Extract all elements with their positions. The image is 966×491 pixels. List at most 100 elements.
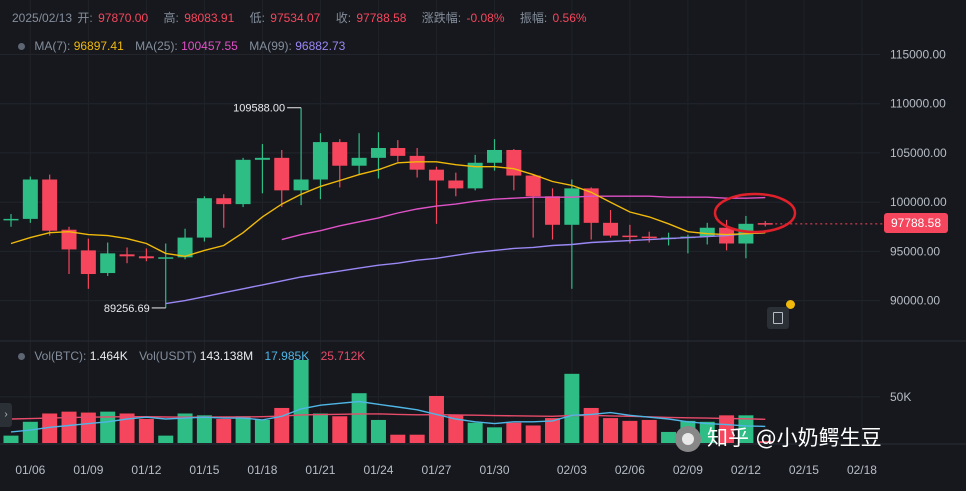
candle-body <box>583 188 599 223</box>
volume-bar <box>467 422 483 443</box>
volume-bar <box>448 415 464 443</box>
volume-bar <box>757 441 773 443</box>
eye-icon[interactable] <box>18 353 25 361</box>
ma99-line <box>165 232 766 305</box>
volume-bar <box>487 427 502 443</box>
price-axis: 90000.00 95000.00 100000.00 105000.00 110000… <box>890 47 947 307</box>
y-tick-label: 105000.00 <box>890 146 947 160</box>
volume-bar <box>216 419 232 443</box>
x-tick-label: 01/09 <box>73 463 103 477</box>
volume-bar <box>583 407 599 443</box>
volume-bar <box>622 420 638 443</box>
volume-axis: 50K <box>890 390 911 404</box>
candle-body <box>487 149 502 163</box>
candle-body <box>525 175 541 197</box>
volume-bar <box>254 419 270 443</box>
candle-body <box>177 237 193 258</box>
volume-ma-lines <box>10 400 766 433</box>
volume-bar <box>158 435 174 443</box>
max-annotation-label: 109588.00 <box>233 103 285 115</box>
volume-bar <box>119 413 135 443</box>
candle-body <box>235 159 251 205</box>
candle-body <box>448 180 464 189</box>
x-tick-label: 02/03 <box>557 463 587 477</box>
volume-legend: Vol(BTC): 1.464K Vol(USDT) 143.138M 17.9… <box>18 349 365 363</box>
volume-bar <box>428 395 444 443</box>
candle-body <box>564 188 580 225</box>
candle-body <box>506 149 522 176</box>
candle-body <box>138 256 154 259</box>
watermark-text: 知乎 @小奶鳄生豆 <box>707 426 882 450</box>
candles <box>3 107 773 308</box>
x-tick-label: 02/06 <box>615 463 645 477</box>
candle-body <box>158 257 174 259</box>
vol-ma-short-value: 17.985K <box>264 349 310 363</box>
candle-date: 2025/02/13 <box>12 11 73 25</box>
candle-body <box>196 198 212 238</box>
candle-body <box>254 157 270 160</box>
ma7-label: MA(7): <box>34 39 71 53</box>
volume-bar <box>332 416 348 443</box>
ma99-value: 96882.73 <box>295 39 346 53</box>
candle-body <box>332 142 348 166</box>
volume-bar <box>235 416 251 443</box>
x-tick-label: 01/27 <box>421 463 451 477</box>
highlight-circle <box>713 192 797 234</box>
ohlc-header: 2025/02/13 开: 97870.00 高: 98083.91 低: 97… <box>12 9 589 26</box>
price-annotations: 109588.00 89256.69 <box>104 103 884 315</box>
candle-body <box>61 229 77 250</box>
close-value: 97788.58 <box>356 11 407 25</box>
candle-body <box>312 142 328 180</box>
eye-icon[interactable] <box>18 43 25 51</box>
amplitude-value: 0.56% <box>552 11 587 25</box>
candle-body <box>409 155 425 170</box>
vol-btc-value: 1.464K <box>89 349 128 363</box>
change-value: -0.08% <box>466 11 505 25</box>
ma-legend: MA(7): 96897.41 MA(25): 100457.55 MA(99)… <box>18 39 345 53</box>
candle-body <box>699 227 715 237</box>
ma25-value: 100457.55 <box>181 39 238 53</box>
candle-body <box>603 222 619 236</box>
volume-bar <box>22 421 38 443</box>
x-tick-label: 01/24 <box>363 463 393 477</box>
volume-bar <box>390 434 406 443</box>
y-tick-label: 110000.00 <box>890 97 946 111</box>
highlight-circle-shape <box>713 192 797 234</box>
grid <box>0 0 966 445</box>
close-label: 收: <box>335 11 352 25</box>
candle-body <box>467 162 483 189</box>
volume-bar <box>42 413 58 443</box>
low-label: 低: <box>249 11 265 25</box>
ma-lines <box>10 161 766 305</box>
x-tick-label: 01/15 <box>189 463 219 477</box>
watermark: 知乎 @小奶鳄生豆 <box>675 422 882 452</box>
candle-body <box>42 179 58 231</box>
y-tick-label: 95000.00 <box>890 244 940 258</box>
volume-bar <box>312 413 328 443</box>
candle-body <box>641 236 657 239</box>
volume-bar <box>80 412 96 443</box>
x-tick-label: 01/06 <box>15 463 45 477</box>
volume-bar <box>603 418 619 443</box>
scroll-left-icon[interactable]: › <box>0 403 12 427</box>
volume-bar <box>699 421 715 443</box>
candle-body <box>3 218 19 221</box>
candle-body <box>390 148 406 156</box>
candle-body <box>216 198 232 205</box>
volume-bar <box>506 422 522 443</box>
volume-bar <box>525 425 541 443</box>
x-tick-label: 02/18 <box>847 463 877 477</box>
x-tick-label: 02/09 <box>673 463 703 477</box>
x-axis: 01/06 01/09 01/12 01/15 01/18 01/21 01/24 01/27… <box>15 463 877 477</box>
candle-body <box>622 235 638 238</box>
vol-usdt-value: 143.138M <box>199 349 254 363</box>
candle-body <box>428 169 444 181</box>
current-price-tag: 97788.58 <box>884 213 948 233</box>
change-label: 涨跌幅: <box>421 11 462 25</box>
volume-bar <box>3 435 19 443</box>
notification-dot <box>786 300 795 309</box>
candle-body <box>100 253 116 274</box>
layout-icon[interactable] <box>767 307 789 329</box>
vol-btc-label: Vol(BTC): <box>34 349 87 363</box>
